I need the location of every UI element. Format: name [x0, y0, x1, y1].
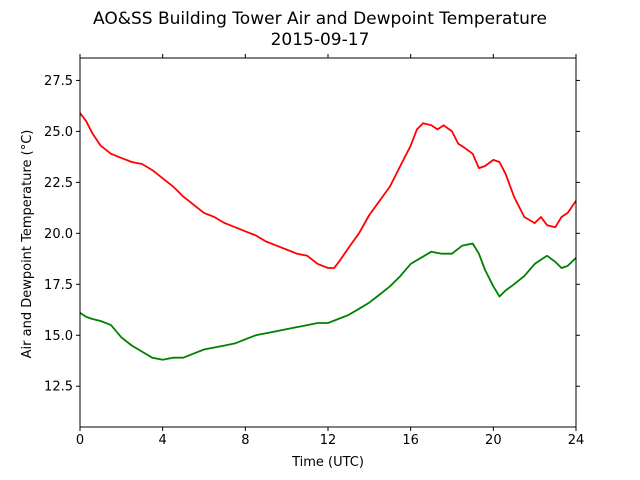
y-tick-label: 20.0	[44, 227, 73, 242]
x-tick-label: 4	[159, 433, 167, 448]
series-line-1	[79, 112, 577, 269]
series-layer	[79, 112, 577, 361]
x-axis-label: Time (UTC)	[291, 455, 364, 470]
chart-subtitle: 2015-09-17	[271, 30, 370, 50]
x-tick-label: 8	[241, 433, 249, 448]
y-axis-label: Air and Dewpoint Temperature (°C)	[20, 130, 35, 359]
x-tick-label: 12	[320, 433, 337, 448]
y-tick-label: 22.5	[44, 176, 73, 191]
x-tick-label: 16	[402, 433, 419, 448]
tick-layer: 0 4 8 12 16 20 24 12.5 15.0 17.5 20.0 22.5 25.0 27.5	[44, 54, 584, 448]
x-tick-label: 24	[568, 433, 585, 448]
x-tick-label: 20	[485, 433, 502, 448]
y-tick-label: 15.0	[44, 329, 73, 344]
y-tick-label: 12.5	[44, 380, 73, 395]
chart-title: AO&SS Building Tower Air and Dewpoint Te…	[93, 9, 547, 29]
y-tick-label: 25.0	[44, 125, 73, 140]
y-tick-label: 27.5	[44, 74, 73, 89]
series-line-2	[79, 242, 577, 361]
plot-frame	[79, 57, 577, 428]
x-tick-label: 0	[76, 433, 84, 448]
y-tick-label: 17.5	[44, 278, 73, 293]
